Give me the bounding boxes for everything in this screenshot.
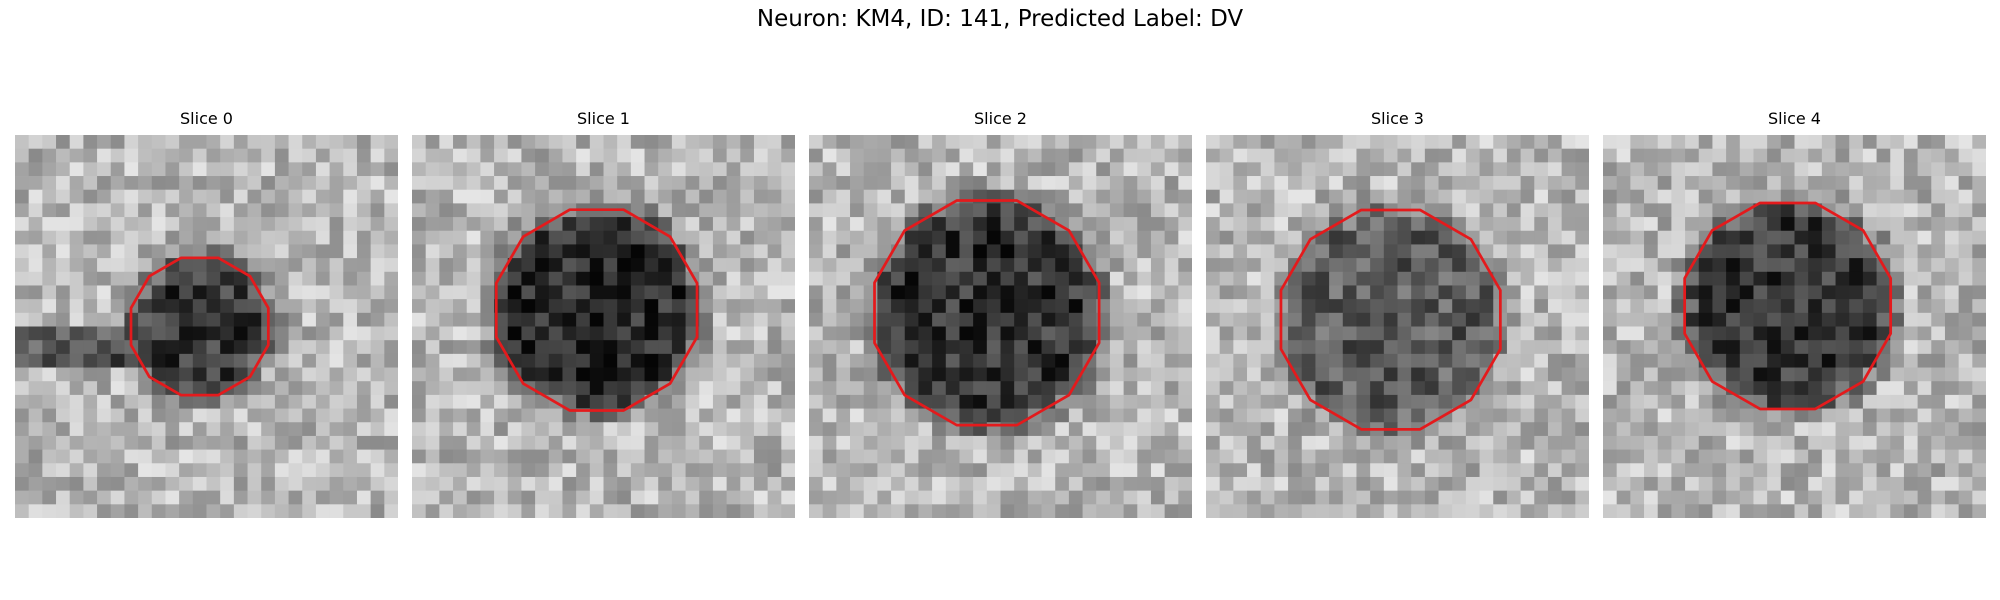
slice-panel-1: Slice 1 xyxy=(412,108,795,518)
slice-title: Slice 1 xyxy=(412,108,795,130)
pixel-grid xyxy=(15,135,398,518)
slice-image-2 xyxy=(809,135,1192,518)
slice-panel-0: Slice 0 xyxy=(15,108,398,518)
pixel-grid xyxy=(1206,135,1589,518)
slice-image-0 xyxy=(15,135,398,518)
pixel-grid xyxy=(412,135,795,518)
figure-title: Neuron: KM4, ID: 141, Predicted Label: D… xyxy=(0,6,2000,32)
slice-panel-3: Slice 3 xyxy=(1206,108,1589,518)
pixel-grid xyxy=(809,135,1192,518)
slice-panel-2: Slice 2 xyxy=(809,108,1192,518)
slice-title: Slice 3 xyxy=(1206,108,1589,130)
slice-title: Slice 0 xyxy=(15,108,398,130)
slice-panel-4: Slice 4 xyxy=(1603,108,1986,518)
pixel-grid xyxy=(1603,135,1986,518)
slice-image-4 xyxy=(1603,135,1986,518)
slice-title: Slice 2 xyxy=(809,108,1192,130)
slice-image-3 xyxy=(1206,135,1589,518)
slice-image-1 xyxy=(412,135,795,518)
slice-title: Slice 4 xyxy=(1603,108,1986,130)
